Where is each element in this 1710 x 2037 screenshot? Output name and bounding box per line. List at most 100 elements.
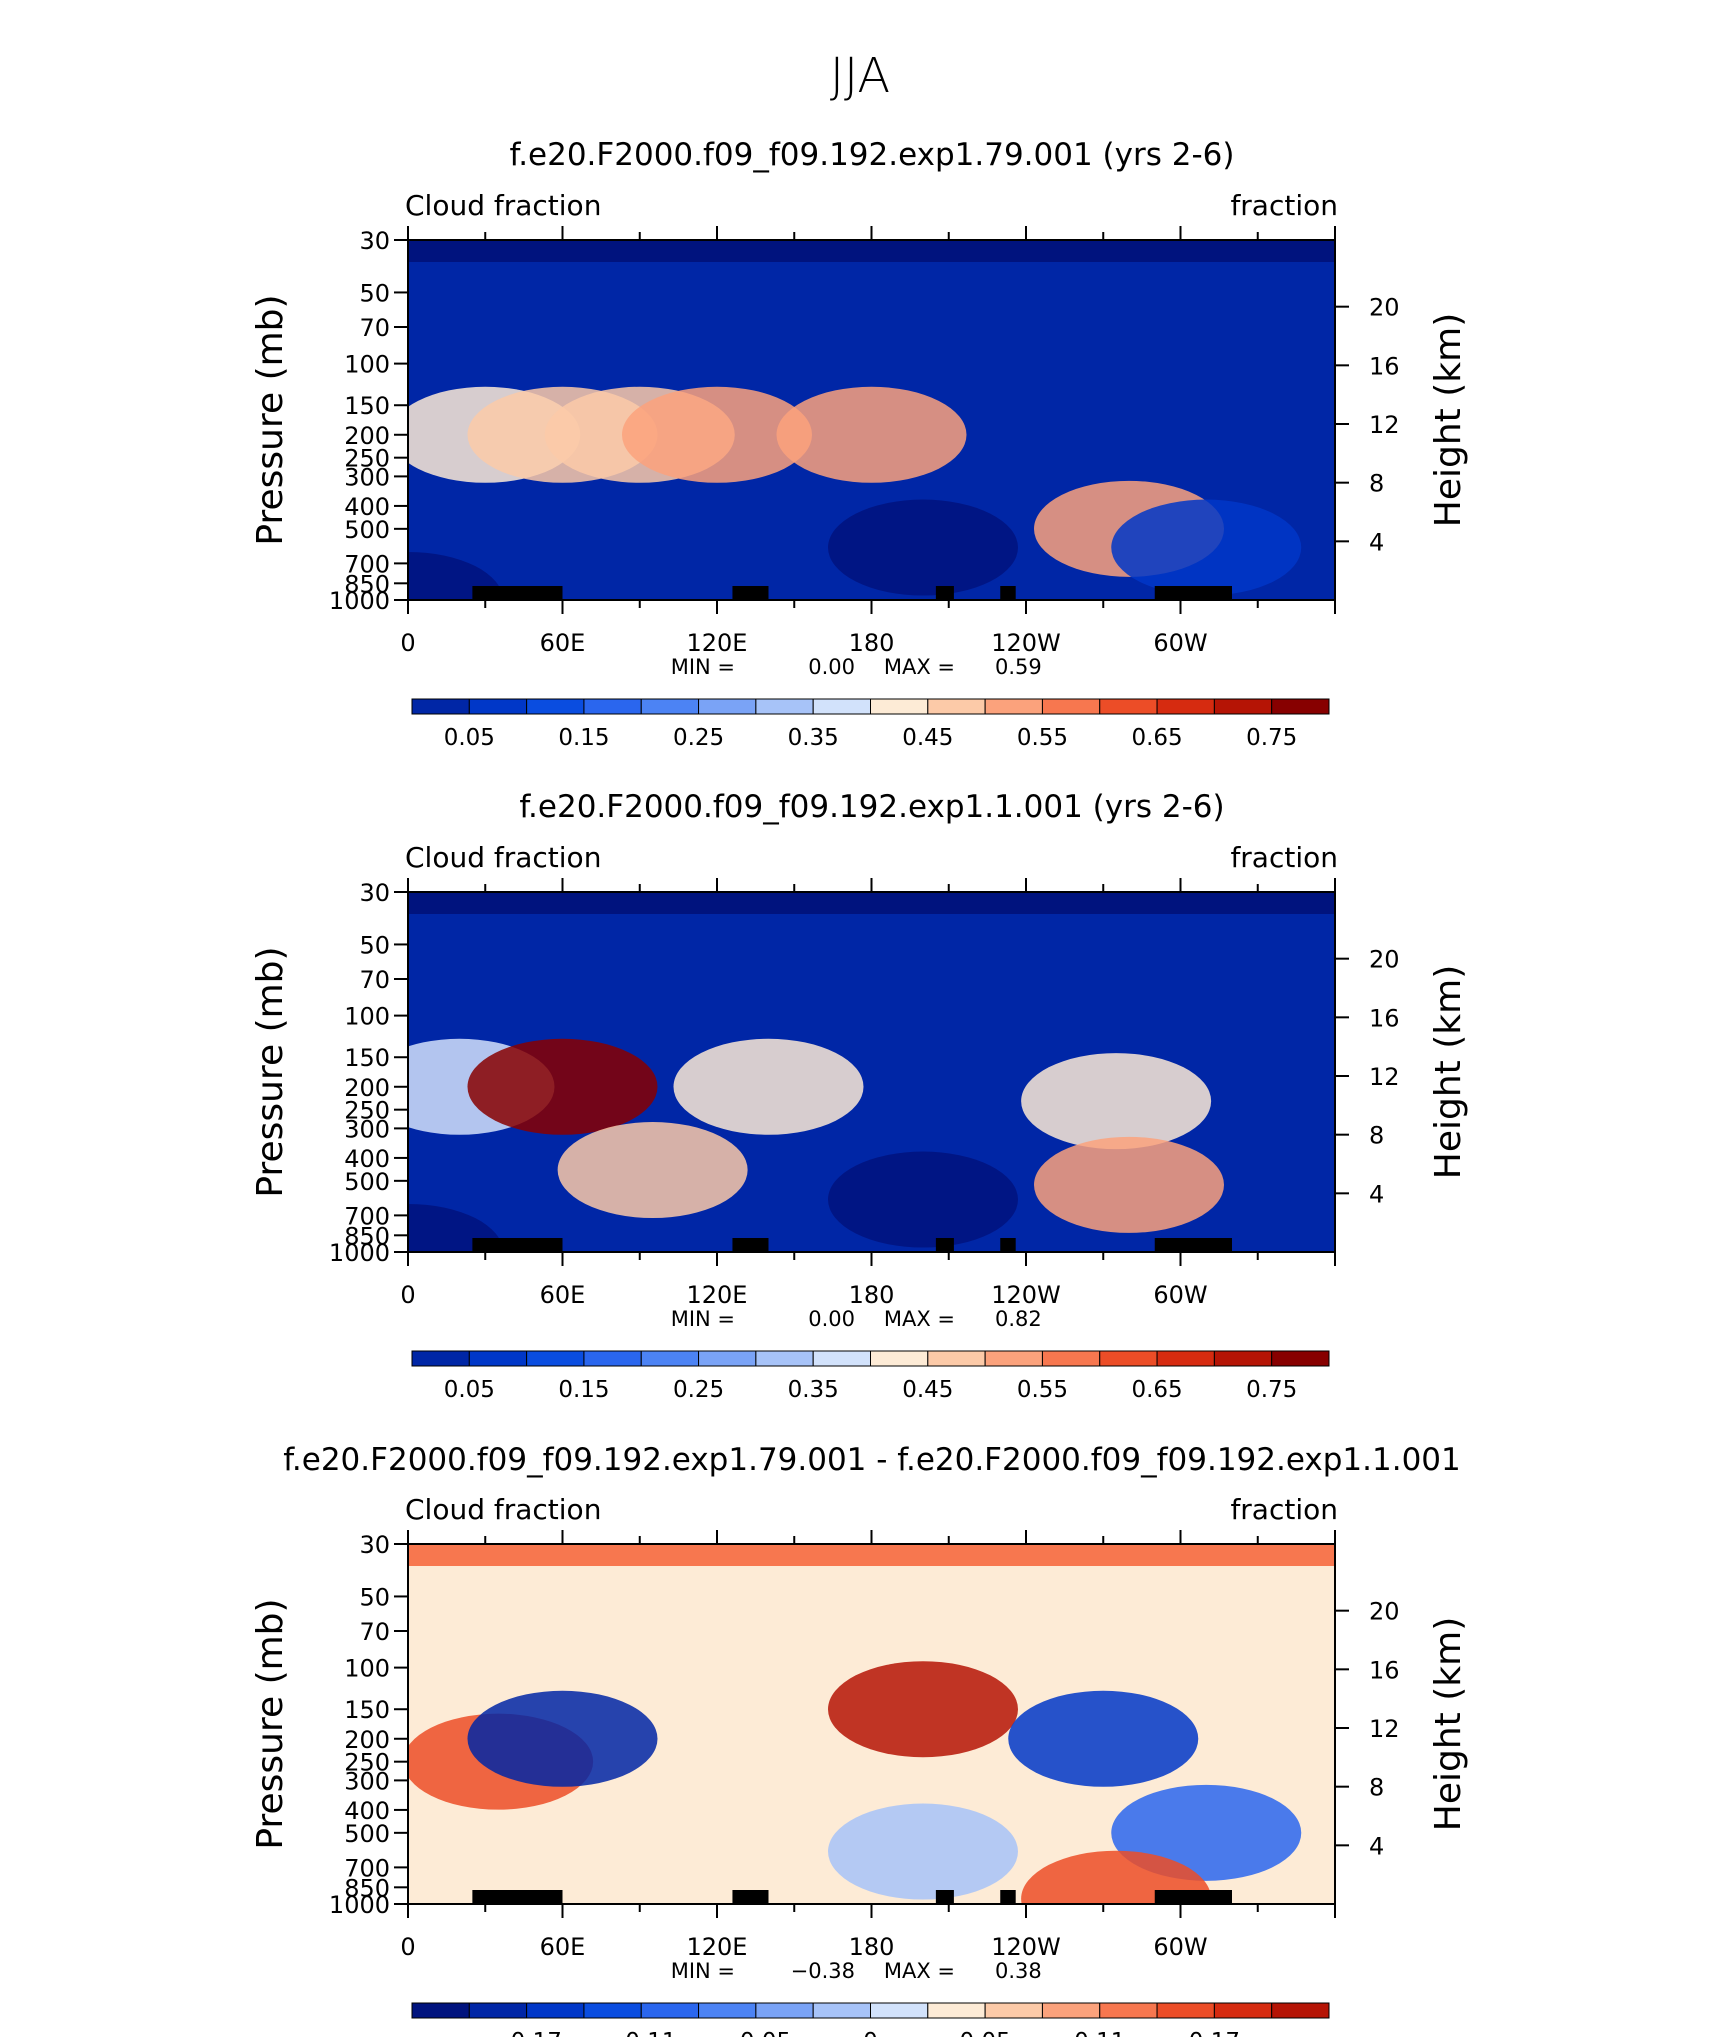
min-label: MIN = [671, 1959, 735, 1983]
colorbar-label: 0.35 [788, 1377, 839, 1403]
terrain [935, 1890, 954, 1904]
x-tick-label: 60W [1153, 1933, 1207, 1961]
x-tick-label: 180 [849, 1281, 895, 1309]
field-cell [557, 1122, 748, 1219]
colorbar-label: 0.45 [902, 1377, 953, 1403]
x-tick-label: 60W [1153, 1281, 1207, 1309]
colorbar-label: 0.15 [558, 725, 609, 751]
y-axis-label: Pressure (mb) [250, 1598, 291, 1849]
colorbar-label: 0.11 [1074, 2029, 1125, 2037]
colorbar-segment [984, 2002, 1043, 2019]
field-top-band [408, 892, 1335, 914]
y-tick-label: 50 [359, 931, 390, 959]
height-tick-label: 20 [1369, 1598, 1400, 1626]
y-tick-label: 300 [344, 463, 390, 491]
panel-title: f.e20.F2000.f09_f09.192.exp1.79.001 (yrs… [510, 137, 1235, 173]
y-tick-label: 300 [344, 1115, 390, 1143]
y-tick-label: 1000 [329, 587, 390, 615]
y-tick-label: 200 [344, 1726, 390, 1754]
colorbar-label: 0.55 [1017, 725, 1068, 751]
field-top-band [408, 1544, 1335, 1566]
y-tick-label: 50 [359, 279, 390, 307]
y-axis-label-right: Height (km) [1428, 313, 1469, 527]
field-cell [1034, 1136, 1224, 1233]
terrain [732, 1890, 769, 1904]
colorbar-segment [1213, 2002, 1273, 2019]
y-axis-label-right: Height (km) [1428, 1617, 1469, 1831]
height-tick-label: 16 [1369, 1656, 1400, 1684]
height-tick-label: 20 [1369, 294, 1400, 322]
y-tick-label: 850 [344, 570, 390, 598]
y-tick-label: 30 [359, 879, 390, 907]
panel-right-label: fraction [1230, 841, 1338, 874]
panel-left-label: Cloud fraction [405, 189, 601, 222]
colorbar-segment [1099, 2002, 1158, 2019]
panel-left-label: Cloud fraction [405, 1493, 601, 1526]
panel-2: f.e20.F2000.f09_f09.192.exp1.1.001 (yrs … [250, 789, 1469, 1403]
field-cell [776, 386, 967, 483]
y-tick-label: 700 [344, 550, 390, 578]
colorbar-segment [411, 698, 470, 715]
colorbar-segment [1213, 1350, 1273, 1367]
colorbar-label: 0.75 [1246, 725, 1297, 751]
y-tick-label: 400 [344, 493, 390, 521]
x-tick-label: 120E [687, 1933, 748, 1961]
colorbar-segment [1271, 1350, 1330, 1367]
colorbar-segment [526, 2002, 585, 2019]
colorbar-segment [755, 1350, 814, 1367]
colorbar-label: 0.55 [1017, 1377, 1068, 1403]
min-value: 0.00 [808, 1307, 855, 1331]
terrain [1154, 1890, 1232, 1904]
panel-1: f.e20.F2000.f09_f09.192.exp1.79.001 (yrs… [250, 137, 1469, 751]
x-tick-label: 120E [687, 629, 748, 657]
colorbar-label: 0.05 [444, 1377, 495, 1403]
colorbar-segment [526, 698, 585, 715]
terrain [935, 1238, 954, 1252]
min-label: MIN = [671, 655, 735, 679]
max-label: MAX = [884, 1307, 955, 1331]
terrain [472, 1890, 563, 1904]
y-tick-label: 500 [344, 516, 390, 544]
y-tick-label: 400 [344, 1145, 390, 1173]
min-value: 0.00 [808, 655, 855, 679]
field-cell [673, 1038, 864, 1135]
colorbar-segment [1156, 1350, 1215, 1367]
field-top-band [408, 240, 1335, 262]
y-tick-label: 150 [344, 392, 390, 420]
height-tick-label: 8 [1369, 470, 1384, 498]
field-layer [408, 240, 1335, 600]
field-cell [1111, 499, 1302, 596]
min-value: −0.38 [791, 1959, 855, 1983]
field-cell [1021, 1053, 1212, 1150]
height-tick-label: 16 [1369, 352, 1400, 380]
terrain [1154, 1238, 1232, 1252]
colorbar-segment [812, 698, 871, 715]
colorbar-label: 0.65 [1131, 725, 1182, 751]
colorbar-segment [583, 698, 642, 715]
colorbar-segment [468, 698, 528, 715]
colorbar-segment [984, 698, 1043, 715]
y-tick-label: 70 [359, 314, 390, 342]
colorbar-segment [698, 1350, 757, 1367]
y-tick-label: 70 [359, 1618, 390, 1646]
x-tick-label: 0 [400, 629, 415, 657]
terrain [1000, 1238, 1016, 1252]
colorbar-label: −0.05 [721, 2029, 791, 2037]
y-axis-label: Pressure (mb) [250, 946, 291, 1197]
x-tick-label: 180 [849, 629, 895, 657]
colorbar-label: 0.25 [673, 725, 724, 751]
terrain [1000, 586, 1016, 600]
colorbar-segment [755, 698, 814, 715]
colorbar-label: −0.17 [491, 2029, 561, 2037]
panel-left-label: Cloud fraction [405, 841, 601, 874]
max-label: MAX = [884, 655, 955, 679]
terrain [1000, 1890, 1016, 1904]
y-tick-label: 150 [344, 1696, 390, 1724]
colorbar-segment [1041, 2002, 1101, 2019]
x-tick-label: 60E [540, 1281, 586, 1309]
x-tick-label: 120W [991, 1281, 1061, 1309]
colorbar-segment [411, 2002, 470, 2019]
field-cell [828, 499, 1018, 596]
y-tick-label: 400 [344, 1797, 390, 1825]
